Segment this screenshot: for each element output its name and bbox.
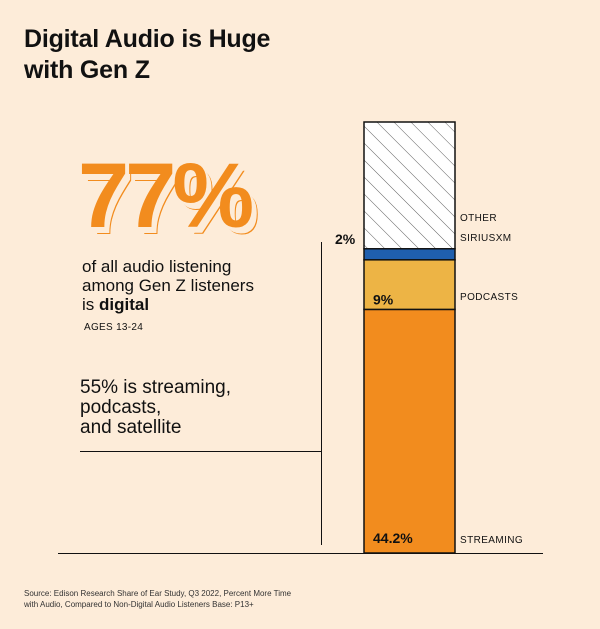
age-range-note: AGES 13-24 [84, 322, 144, 333]
streaming-note-line-1: 55% is streaming, [80, 377, 232, 398]
source-note: Source: Edison Research Share of Ear Stu… [24, 588, 294, 610]
legend-streaming: STREAMING [460, 535, 524, 546]
stat-desc-line-1: of all audio listening [82, 257, 232, 276]
stat-desc-line-2: among Gen Z listeners [82, 276, 254, 295]
source-line-1: Source: Edison Research Share of Ear Stu… [24, 589, 292, 598]
stat-desc-line-3-prefix: is [82, 295, 99, 314]
siriusxm-value-label: 2% [335, 231, 356, 247]
streaming-note-line-3: and satellite [80, 417, 182, 438]
source-line-2: with Audio, Compared to Non-Digital Audi… [24, 600, 254, 609]
streaming-note: 55% is streaming, podcasts, and satellit… [80, 378, 300, 438]
legend-other: OTHER [460, 213, 497, 224]
title-line-2: with Gen Z [24, 56, 150, 84]
bar-segment-siriusxm [363, 248, 456, 261]
bar-value-podcasts: 9% [373, 291, 394, 307]
chart-title: Digital Audio is Huge with Gen Z [24, 24, 270, 86]
note-underline [80, 451, 321, 452]
bar-value-streaming: 44.2% [373, 530, 413, 546]
bracket-vertical-line [321, 242, 322, 545]
bar-segment-podcasts [363, 259, 456, 311]
stat-desc-digital: digital [99, 295, 150, 314]
stat-description: of all audio listening among Gen Z liste… [82, 257, 282, 314]
chart-baseline [58, 553, 543, 554]
bar-segment-streaming [363, 308, 456, 554]
headline-stat: 77% [78, 145, 254, 247]
bar-segment-other [363, 121, 456, 250]
title-line-1: Digital Audio is Huge [24, 25, 271, 53]
legend-podcasts: PODCASTS [460, 292, 519, 303]
streaming-note-line-2: podcasts, [80, 397, 162, 418]
legend-siriusxm: SIRIUSXM [460, 233, 512, 244]
